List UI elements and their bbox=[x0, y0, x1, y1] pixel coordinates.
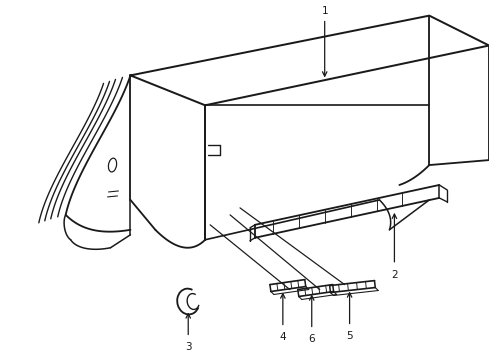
Text: 4: 4 bbox=[279, 332, 286, 342]
Text: 5: 5 bbox=[346, 332, 353, 341]
Text: 6: 6 bbox=[308, 334, 315, 345]
Text: 3: 3 bbox=[185, 342, 192, 352]
Text: 2: 2 bbox=[391, 270, 398, 280]
Text: 1: 1 bbox=[321, 6, 328, 15]
